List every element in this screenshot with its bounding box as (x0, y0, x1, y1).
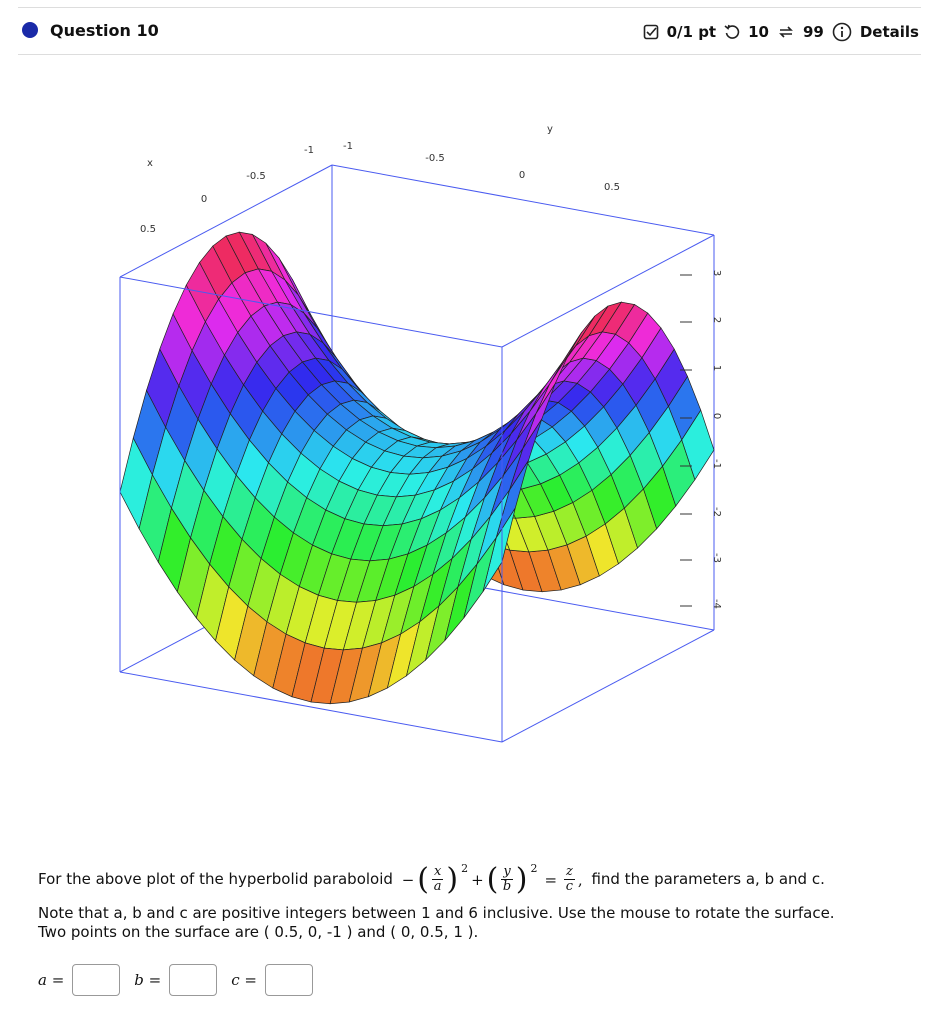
box-edge (331, 164, 715, 236)
answer-label: c = (231, 971, 257, 989)
f-plus: + (471, 870, 484, 889)
axis-label: -4 (711, 599, 722, 609)
f-y: y (501, 864, 513, 880)
axis-label: -1 (711, 459, 722, 469)
attempts-icon (779, 26, 793, 38)
answer-label: b = (134, 971, 162, 989)
answer-label: a = (38, 971, 65, 989)
question-title: Question 10 (50, 21, 159, 40)
box-edge (501, 629, 715, 743)
attempts: 99 (802, 23, 824, 41)
score-icon (643, 24, 658, 40)
axis-label: y (547, 124, 553, 135)
axis-label: 3 (711, 270, 722, 276)
points: Two points on the surface are ( 0.5, 0, … (38, 923, 479, 941)
axis-label: 2 (711, 317, 722, 323)
axis-label: -1 (304, 145, 314, 156)
box-edge (119, 671, 503, 743)
axis-label: 0.5 (140, 224, 156, 235)
f-exp: 2 (461, 862, 469, 875)
details[interactable]: Details (859, 23, 919, 41)
axis-label: -0.5 (425, 153, 445, 164)
surface-patch (463, 537, 497, 619)
f-comma: , (577, 870, 583, 889)
axis-label: 1 (711, 365, 722, 371)
header: Question 10 0/1 pt 10 99 Details (18, 7, 921, 55)
retries: 10 (748, 23, 769, 41)
f-paren: ( (486, 862, 499, 897)
f-x: x (432, 864, 444, 880)
surface-plot[interactable]: x 0.5 0 -0.5 -1 y -1 -0.5 0 0.5 3 2 1 0 -1 -2 -3 -4 (0, 100, 760, 780)
question-line: For the above plot of the hyperbolid par… (38, 862, 825, 897)
answer-input[interactable] (72, 964, 121, 996)
status-dot (22, 22, 38, 38)
meta: 0/1 pt 10 99 Details (643, 22, 919, 42)
axis-label: 0.5 (604, 182, 620, 193)
axis-label: 0 (201, 194, 207, 205)
f-minus: − (401, 870, 415, 889)
f-paren: ( (417, 862, 429, 897)
f-paren: ) (446, 862, 459, 897)
note: Note that a, b and c are positive intege… (38, 904, 835, 922)
f-c: c (565, 879, 574, 894)
axis-label: -2 (711, 507, 722, 517)
details-icon[interactable] (832, 22, 852, 42)
f-paren: ) (515, 862, 528, 897)
retry-icon (724, 24, 740, 39)
axis-label: 0 (519, 170, 525, 181)
f-a: a (433, 879, 442, 894)
box-edge (119, 276, 503, 348)
axis-label: -0.5 (246, 171, 266, 182)
axis-label: x (147, 158, 153, 169)
box-edge (501, 234, 715, 348)
prefix: For the above plot of the hyperbolid par… (38, 870, 393, 888)
f-z: z (564, 864, 575, 880)
f-eq: = (544, 870, 558, 889)
f-exp: 2 (530, 862, 538, 875)
axis-label: 0 (711, 413, 722, 419)
f-b: b (502, 879, 512, 894)
answers: a = b = c = (38, 964, 319, 996)
answer-input[interactable] (169, 964, 218, 996)
answer-input[interactable] (264, 964, 313, 996)
score: 0/1 pt (666, 23, 717, 41)
axis-label: -1 (343, 141, 353, 152)
suffix: find the parameters a, b and c. (591, 870, 825, 888)
box-edge (119, 164, 333, 278)
axis-label: -3 (711, 553, 722, 563)
